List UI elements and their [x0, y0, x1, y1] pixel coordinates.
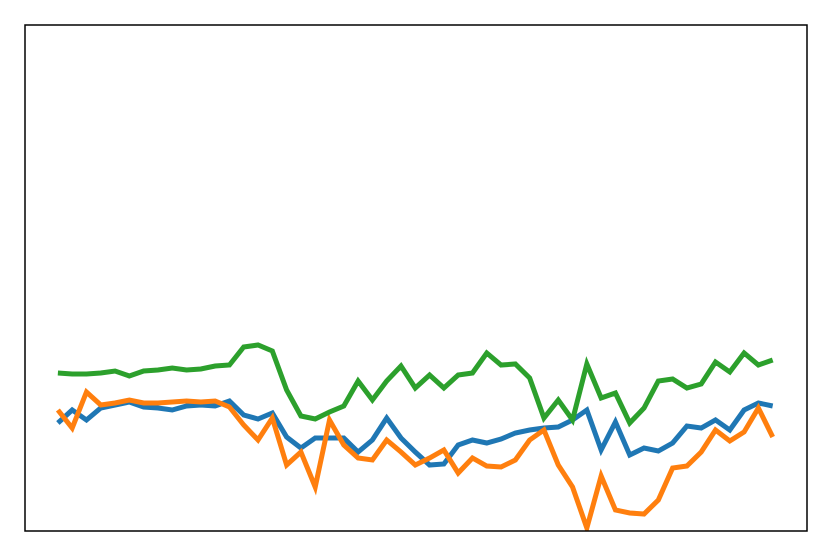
line-series	[56, 398, 774, 468]
plot-area	[55, 342, 775, 531]
line-series	[55, 387, 775, 531]
plot-frame	[24, 24, 808, 532]
line-series	[57, 342, 774, 428]
